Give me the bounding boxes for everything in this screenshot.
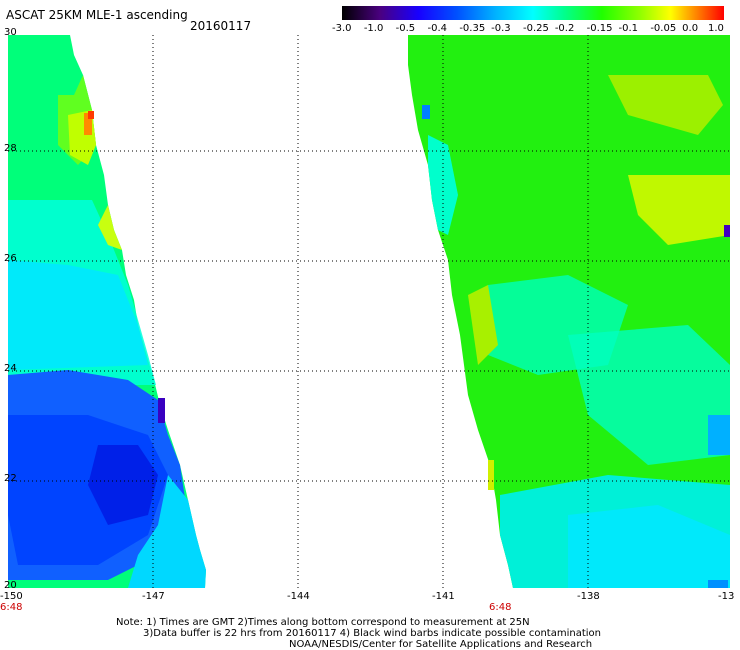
- colorbar-tick-label: -0.1: [618, 23, 639, 34]
- colorbar-tick-label: -0.25: [523, 23, 549, 34]
- right-swath: [408, 35, 730, 588]
- x-label-minus147: -147: [142, 591, 165, 602]
- date-label: 20160117: [190, 19, 252, 33]
- y-label-26: 26: [4, 253, 17, 264]
- y-label-22: 22: [4, 473, 17, 484]
- left-swath: [8, 35, 206, 588]
- time-label-left: 6:48: [0, 602, 23, 613]
- colorbar-tick-label: 0.0: [682, 23, 699, 34]
- colorbar-tick-label: -3.0: [332, 23, 352, 34]
- x-label-minus138: -138: [577, 591, 600, 602]
- product-title: ASCAT 25KM MLE-1 ascending: [6, 8, 188, 22]
- note-line-3: NOAA/NESDIS/Center for Satellite Applica…: [289, 639, 593, 650]
- scatterometer-map: [8, 35, 730, 588]
- colorbar-tick-label: -0.5: [395, 23, 416, 34]
- colorbar-tick-label: -0.2: [554, 23, 575, 34]
- colorbar-gradient: [342, 6, 724, 20]
- colorbar-tick-label: 1.0: [708, 23, 724, 34]
- colorbar-tick-label: -0.05: [650, 23, 677, 34]
- colorbar-tick-label: -0.3: [491, 23, 511, 34]
- colorbar-tick-label: -0.35: [459, 23, 486, 34]
- x-label-minus150: -150: [0, 591, 23, 602]
- y-label-20: 20: [4, 580, 17, 591]
- colorbar-tick-label: -0.4: [427, 23, 448, 34]
- y-label-24: 24: [4, 363, 17, 374]
- colorbar-tick-label: -0.15: [586, 23, 613, 34]
- time-label-right: 6:48: [489, 602, 512, 613]
- x-label-minus13: -13: [718, 591, 735, 602]
- grid-lines: [8, 35, 730, 588]
- x-label-minus141: -141: [432, 591, 455, 602]
- y-label-30: 30: [4, 27, 17, 38]
- note-line-1: Note: 1) Times are GMT 2)Times along bot…: [116, 617, 530, 628]
- x-label-minus144: -144: [287, 591, 310, 602]
- colorbar: [342, 6, 724, 20]
- y-label-28: 28: [4, 143, 17, 154]
- note-line-2: 3)Data buffer is 22 hrs from 20160117 4)…: [143, 628, 601, 639]
- colorbar-tick-label: -1.0: [363, 23, 384, 34]
